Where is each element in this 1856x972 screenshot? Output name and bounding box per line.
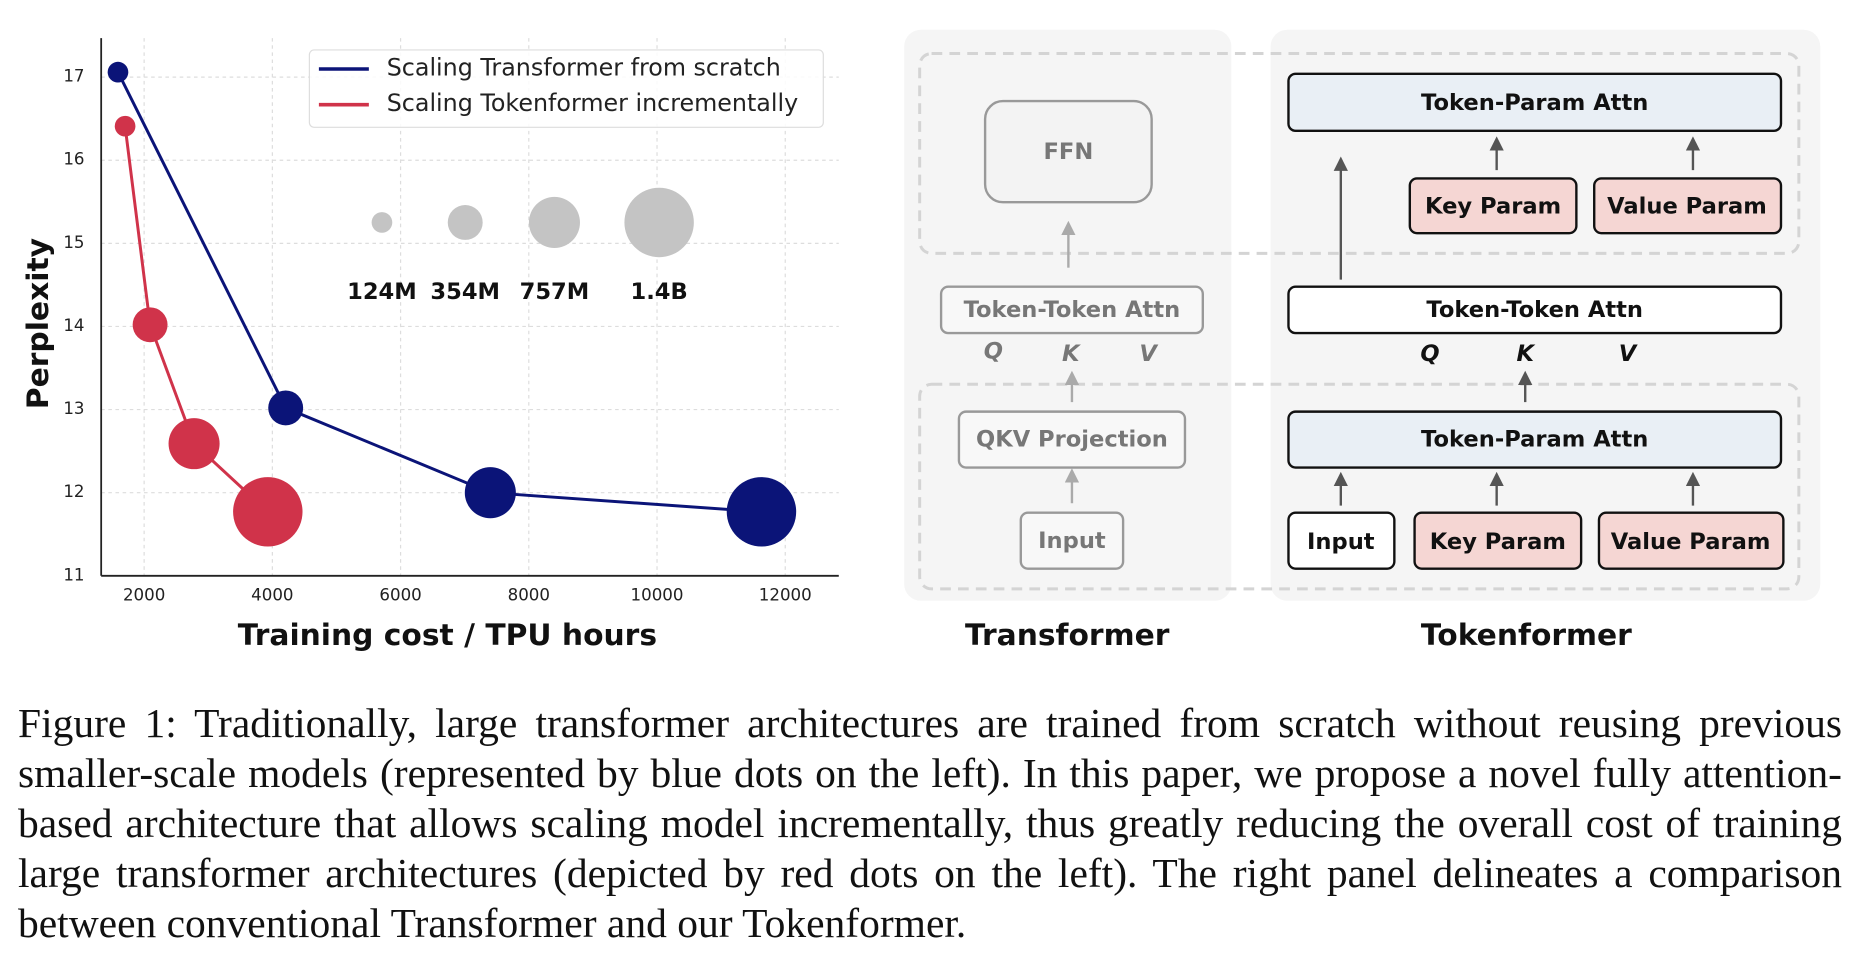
- legend-label: Scaling Transformer from scratch: [387, 54, 781, 82]
- qkv-label: K: [1516, 341, 1535, 367]
- y-tick-label: 14: [63, 316, 84, 335]
- x-tick-label: 6000: [379, 586, 421, 605]
- box: [1408, 177, 1578, 235]
- size-legend-label: 757M: [520, 279, 590, 305]
- bubble: [114, 115, 136, 137]
- box: [1597, 511, 1785, 570]
- box: [957, 410, 1187, 469]
- legend-label: Scaling Tokenformer incrementally: [387, 89, 798, 117]
- box-label: Input: [1307, 529, 1375, 555]
- bubble: [233, 477, 303, 547]
- bubble: [268, 390, 304, 426]
- x-tick-label: 12000: [759, 586, 812, 605]
- chart: 2000 4000 6000 8000 10000 12000 11 12 13 14 15 16 17…: [21, 38, 839, 653]
- x-tick-label: 8000: [508, 586, 550, 605]
- caption: Figure 1: Traditionally, large transform…: [18, 700, 1842, 946]
- size-legend-label: 124M: [347, 279, 417, 305]
- qkv-label: V: [1139, 341, 1158, 367]
- box-label: Value Param: [1607, 194, 1767, 220]
- series-line: [116, 71, 762, 514]
- bubble: [168, 418, 220, 470]
- box-label: Input: [1038, 528, 1106, 554]
- series-line: [123, 125, 269, 513]
- y-axis-label: Perplexity: [21, 238, 56, 409]
- qkv-label: Q: [984, 339, 1003, 365]
- qkv-label: V: [1619, 341, 1638, 367]
- diagram: FFN Token-Token Attn Q K V QKV Projectio…: [904, 29, 1821, 653]
- box-label: Value Param: [1611, 529, 1771, 555]
- box: [1019, 511, 1125, 570]
- dashed-group: [918, 382, 1801, 591]
- box-label: FFN: [1043, 139, 1093, 165]
- figure: 2000 4000 6000 8000 10000 12000 11 12 13 14 15 16 17…: [20, 29, 1821, 653]
- y-tick-label: 11: [63, 565, 84, 584]
- y-tick-label: 13: [63, 399, 84, 418]
- box-label: Token-Token Attn: [964, 297, 1181, 323]
- y-tick-label: 15: [63, 233, 84, 252]
- bubble: [132, 307, 168, 343]
- box-label: QKV Projection: [976, 427, 1168, 453]
- legend-box: [308, 49, 824, 128]
- panel-title: Transformer: [965, 618, 1170, 653]
- y-tick-label: 12: [63, 482, 84, 501]
- box: [1287, 511, 1396, 570]
- x-tick-label: 4000: [251, 586, 293, 605]
- box: [1287, 285, 1783, 335]
- box-label: Key Param: [1430, 529, 1566, 555]
- panel-title: Tokenformer: [1421, 618, 1632, 653]
- box: [1593, 177, 1783, 235]
- size-legend-bubble: [528, 196, 580, 248]
- bubble: [464, 467, 516, 519]
- y-tick-label: 17: [63, 67, 84, 86]
- box: [1287, 72, 1783, 133]
- box: [983, 99, 1153, 204]
- bubble: [726, 477, 797, 547]
- size-legend-bubble: [371, 212, 393, 233]
- box-label: Token-Token Attn: [1426, 297, 1643, 323]
- box: [1287, 410, 1783, 469]
- size-legend-bubble: [447, 205, 483, 240]
- bubble: [107, 61, 129, 83]
- box-label: Token-Param Attn: [1421, 90, 1648, 116]
- y-tick-label: 16: [63, 150, 84, 169]
- x-tick-label: 2000: [123, 586, 165, 605]
- qkv-label: K: [1062, 341, 1081, 367]
- box-label: Token-Param Attn: [1421, 427, 1648, 453]
- box-label: Key Param: [1425, 194, 1561, 220]
- x-axis-label: Training cost / TPU hours: [238, 618, 657, 653]
- qkv-label: Q: [1420, 341, 1439, 367]
- size-legend-label: 1.4B: [631, 279, 688, 305]
- box: [939, 285, 1205, 335]
- x-tick-label: 10000: [631, 586, 684, 605]
- box: [1413, 511, 1583, 570]
- size-legend-bubble: [624, 187, 694, 258]
- size-legend-label: 354M: [430, 279, 500, 305]
